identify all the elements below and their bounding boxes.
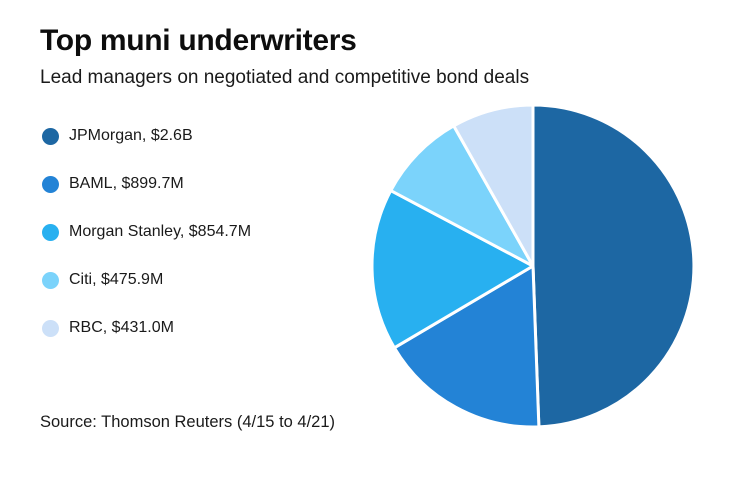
legend-label-citi: Citi, $475.9M	[69, 271, 164, 288]
legend-swatch-morgan-stanley	[42, 223, 59, 241]
legend-label-baml: BAML, $899.7M	[69, 175, 184, 192]
pie-slice-baml	[392, 264, 541, 429]
legend-swatch-baml	[42, 175, 59, 193]
legend-item-jpmorgan: JPMorgan, $2.6B	[42, 112, 251, 160]
source-attribution: Source: Thomson Reuters (4/15 to 4/21)	[40, 413, 336, 431]
pie-chart-container	[368, 101, 698, 431]
pie-slice-rbc	[452, 103, 535, 268]
legend-swatch-citi	[42, 271, 59, 289]
legend-item-morgan-stanley: Morgan Stanley, $854.7M	[42, 208, 251, 256]
legend-swatch-rbc	[42, 319, 59, 337]
pie-chart	[370, 103, 696, 429]
legend-item-rbc: RBC, $431.0M	[42, 304, 251, 352]
pie-slice-morgan-stanley	[370, 189, 535, 350]
legend-label-morgan-stanley: Morgan Stanley, $854.7M	[69, 223, 252, 240]
chart-subtitle: Lead managers on negotiated and competit…	[40, 67, 530, 88]
pie-slice-citi	[389, 124, 535, 268]
legend-label-jpmorgan: JPMorgan, $2.6B	[69, 127, 193, 144]
legend-label-rbc: RBC, $431.0M	[69, 319, 174, 336]
legend-item-baml: BAML, $899.7M	[42, 160, 251, 208]
page-title: Top muni underwriters	[40, 24, 357, 57]
pie-slice-jpmorgan	[531, 103, 696, 429]
legend-swatch-jpmorgan	[42, 127, 59, 145]
legend-item-citi: Citi, $475.9M	[42, 256, 251, 304]
legend: JPMorgan, $2.6B BAML, $899.7M Morgan Stanl…	[42, 112, 251, 352]
